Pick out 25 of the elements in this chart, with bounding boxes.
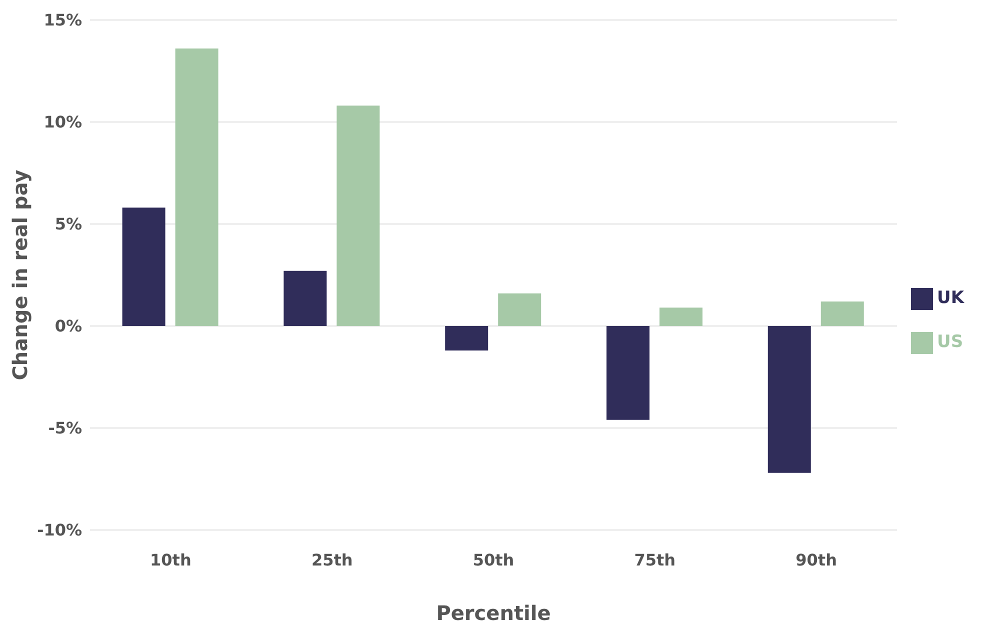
x-tick-label: 10th [150, 550, 192, 570]
bar [606, 326, 650, 420]
x-axis-title: Percentile [436, 601, 551, 625]
bar [498, 293, 542, 326]
bar [336, 106, 380, 326]
y-tick-label: 5% [54, 214, 82, 234]
bar [445, 326, 488, 350]
y-tick-label: 15% [44, 10, 82, 30]
y-axis-title: Change in real pay [8, 170, 32, 380]
bar [175, 48, 218, 326]
y-tick-label: 10% [44, 112, 82, 132]
bar [122, 208, 166, 326]
bar [768, 326, 811, 473]
x-tick-label: 25th [311, 550, 353, 570]
y-tick-label: 0% [54, 316, 82, 336]
bar [659, 308, 702, 326]
y-tick-label: -10% [37, 520, 82, 540]
bar [820, 302, 864, 326]
legend-label: US [937, 332, 964, 352]
x-tick-label: 90th [796, 550, 837, 570]
y-tick-label: -5% [48, 418, 82, 438]
bar [284, 270, 327, 326]
x-tick-label: 50th [472, 550, 514, 570]
legend-label: UK [937, 288, 964, 308]
x-tick-label: 75th [634, 550, 676, 570]
